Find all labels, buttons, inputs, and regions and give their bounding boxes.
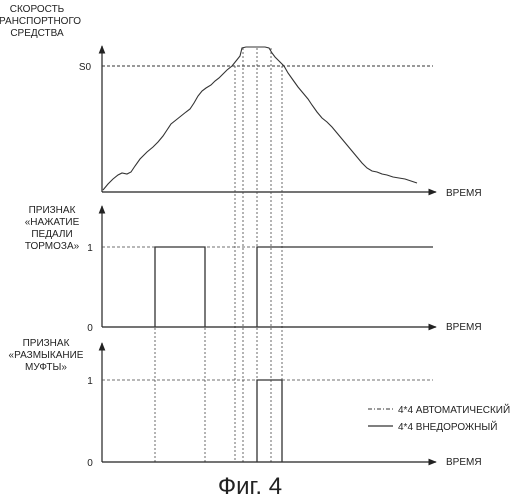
speed-curve — [103, 47, 417, 190]
brake-one-label: 1 — [87, 243, 93, 254]
speed-ylabel-line-3: СРЕДСТВА — [10, 28, 64, 39]
speed-ylabel-line-1: СКОРОСТЬ — [10, 4, 65, 15]
time-guide-lines — [155, 48, 282, 462]
clutch-ylabel-line-2: «РАЗМЫКАНИЕ — [9, 350, 84, 361]
brake-panel: ПРИЗНАК «НАЖАТИЕ ПЕДАЛИ ТОРМОЗА» ВРЕМЯ 1… — [25, 205, 482, 334]
clutch-zero-label: 0 — [87, 458, 93, 469]
clutch-panel: ПРИЗНАК «РАЗМЫКАНИЕ МУФТЫ» ВРЕМЯ 1 0 — [9, 338, 482, 469]
brake-signal — [155, 247, 433, 327]
brake-x-label: ВРЕМЯ — [446, 322, 482, 333]
speed-ylabel-line-2: ТРАНСПОРТНОГО — [0, 16, 81, 27]
figure-caption: Фиг. 4 — [218, 473, 282, 500]
brake-ylabel-line-1: ПРИЗНАК — [29, 205, 76, 216]
s0-label: S0 — [79, 62, 92, 73]
speed-x-label: ВРЕМЯ — [446, 188, 482, 199]
clutch-signal-offroad — [257, 380, 282, 462]
brake-ylabel-line-2: «НАЖАТИЕ — [25, 217, 80, 228]
brake-ylabel-line-4: ТОРМОЗА» — [25, 241, 80, 252]
brake-zero-label: 0 — [87, 323, 93, 334]
clutch-ylabel-line-1: ПРИЗНАК — [23, 338, 70, 349]
brake-ylabel-line-3: ПЕДАЛИ — [31, 229, 72, 240]
legend-offroad-label: 4*4 ВНЕДОРОЖНЫЙ — [398, 420, 497, 433]
legend: 4*4 АВТОМАТИЧЕСКИЙ 4*4 ВНЕДОРОЖНЫЙ — [368, 403, 510, 433]
clutch-ylabel-line-3: МУФТЫ» — [25, 362, 67, 373]
speed-panel: СКОРОСТЬ ТРАНСПОРТНОГО СРЕДСТВА ВРЕМЯ S0 — [0, 4, 482, 199]
clutch-one-label: 1 — [87, 376, 93, 387]
clutch-x-label: ВРЕМЯ — [446, 457, 482, 468]
legend-auto-label: 4*4 АВТОМАТИЧЕСКИЙ — [398, 403, 510, 416]
